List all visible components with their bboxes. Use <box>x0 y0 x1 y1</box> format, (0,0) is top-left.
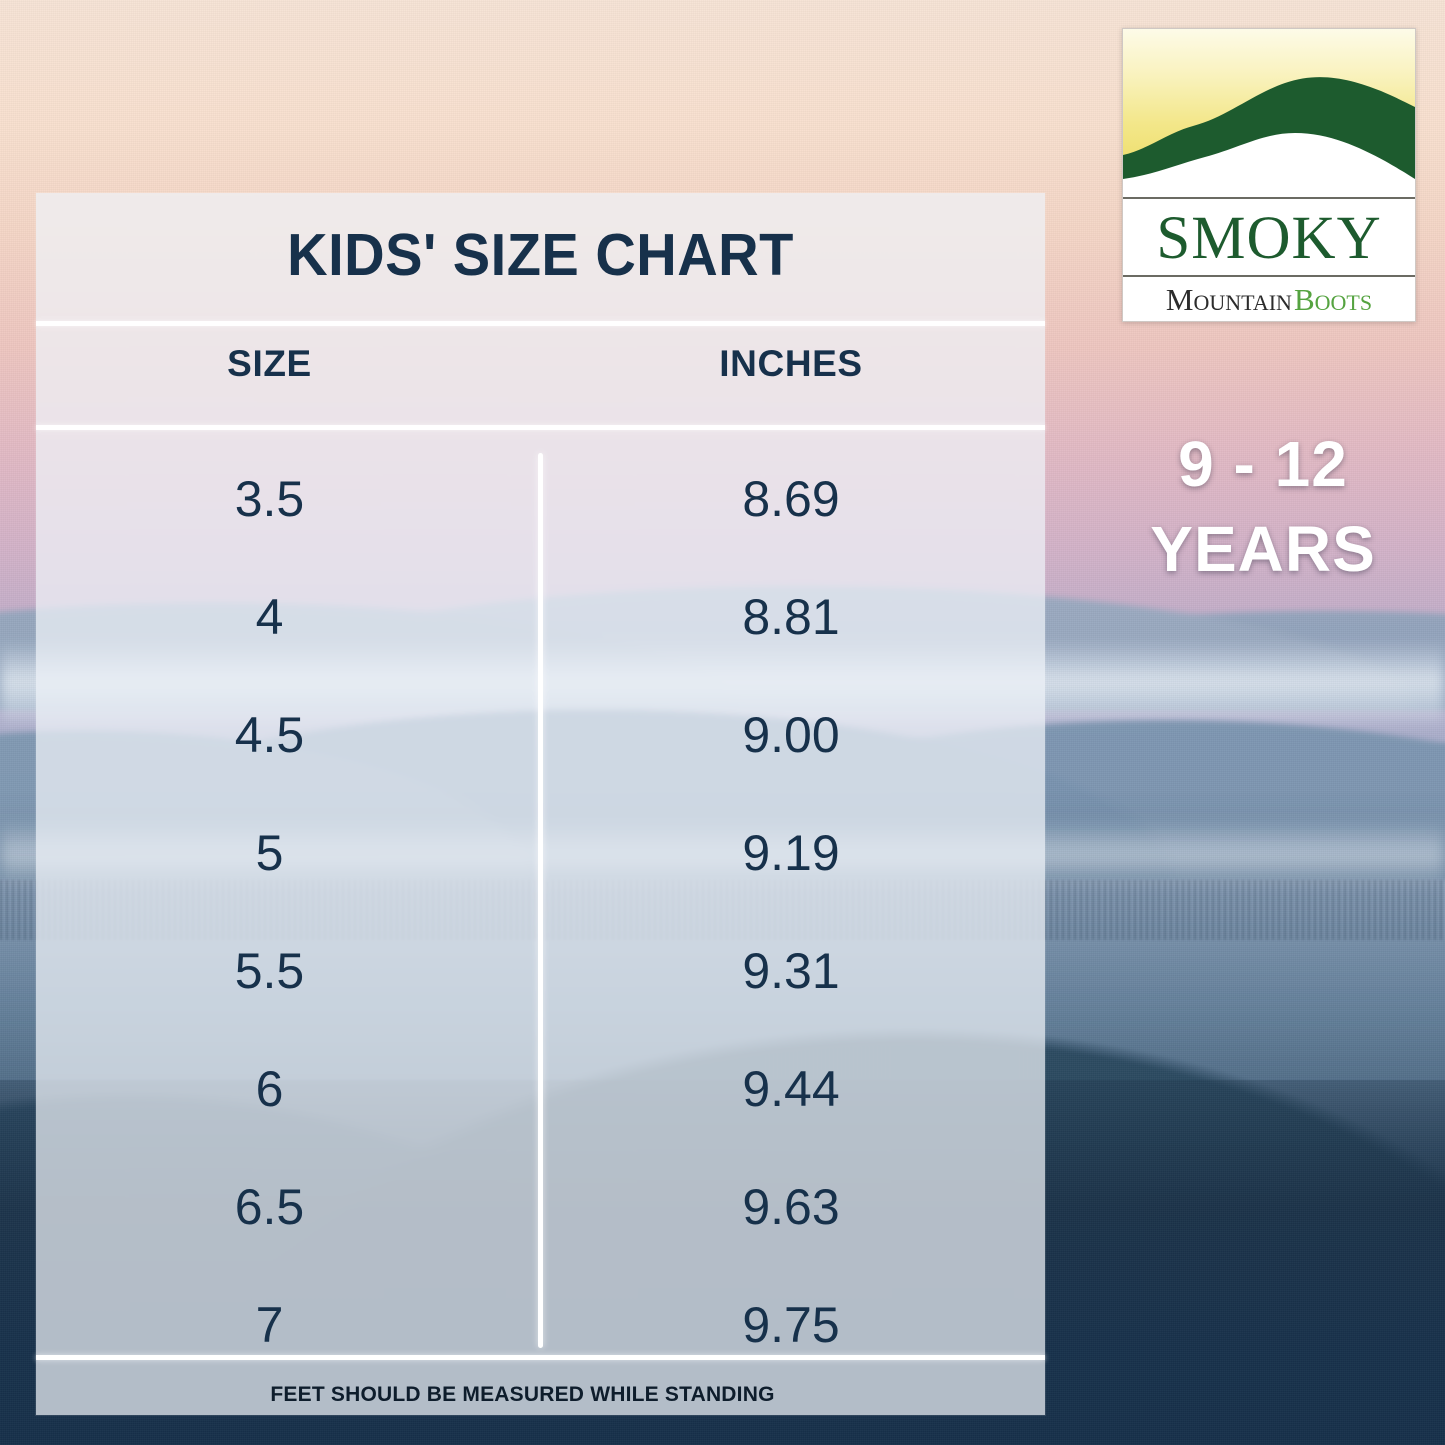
table-row: 7 9.75 <box>36 1266 1045 1384</box>
table-row: 5 9.19 <box>36 794 1045 912</box>
cell-size: 5.5 <box>234 943 305 999</box>
mountain-logo-icon <box>1123 29 1415 197</box>
cell-inches: 9.75 <box>742 1297 840 1353</box>
column-header-inches: INCHES <box>719 343 863 384</box>
cell-inches: 9.44 <box>742 1061 840 1117</box>
logo-boots-text: Boots <box>1293 281 1373 317</box>
age-range-line-2: YEARS <box>1150 513 1376 586</box>
age-range-callout: 9 - 12 YEARS <box>1098 422 1428 592</box>
cell-size: 7 <box>255 1297 284 1353</box>
cell-inches: 8.69 <box>742 471 840 527</box>
size-chart-panel: KIDS' SIZE CHART SIZE INCHES 3.5 8.69 4 8.8… <box>36 193 1045 1415</box>
table-row: 5.5 9.31 <box>36 912 1045 1030</box>
table-body: 3.5 8.69 4 8.81 4.5 9.00 5 9.19 5.5 9.31 6 9.44 6.5 9… <box>36 440 1045 1384</box>
logo-smoky-text: SMOKY <box>1156 204 1382 272</box>
cell-inches: 9.00 <box>742 707 840 763</box>
logo-brand-name: SMOKY <box>1123 197 1415 277</box>
cell-inches: 8.81 <box>742 589 840 645</box>
cell-size: 5 <box>255 825 284 881</box>
divider-above-footnote <box>36 1355 1045 1360</box>
footnote-text: FEET SHOULD BE MEASURED WHILE STANDING <box>270 1383 775 1406</box>
divider-under-headers <box>36 425 1045 430</box>
cell-inches: 9.19 <box>742 825 840 881</box>
cell-size: 4 <box>255 589 284 645</box>
logo-tagline: Mountain Boots <box>1123 275 1415 321</box>
cell-size: 6.5 <box>234 1179 305 1235</box>
cell-size: 3.5 <box>234 471 305 527</box>
cell-size: 4.5 <box>234 707 305 763</box>
divider-under-title <box>36 321 1045 326</box>
cell-inches: 9.31 <box>742 943 840 999</box>
table-row: 3.5 8.69 <box>36 440 1045 558</box>
table-row: 6 9.44 <box>36 1030 1045 1148</box>
table-row: 4 8.81 <box>36 558 1045 676</box>
table-row: 4.5 9.00 <box>36 676 1045 794</box>
page-title: KIDS' SIZE CHART <box>287 222 794 288</box>
column-header-size: SIZE <box>227 343 312 384</box>
cell-size: 6 <box>255 1061 284 1117</box>
table-header-row: SIZE INCHES <box>36 343 1045 385</box>
cell-inches: 9.63 <box>742 1179 840 1235</box>
table-row: 6.5 9.63 <box>36 1148 1045 1266</box>
brand-logo[interactable]: SMOKY Mountain Boots <box>1122 28 1416 322</box>
column-divider <box>538 453 543 1348</box>
logo-mountain-text: Mountain <box>1165 281 1292 317</box>
age-range-line-1: 9 - 12 <box>1178 428 1348 500</box>
